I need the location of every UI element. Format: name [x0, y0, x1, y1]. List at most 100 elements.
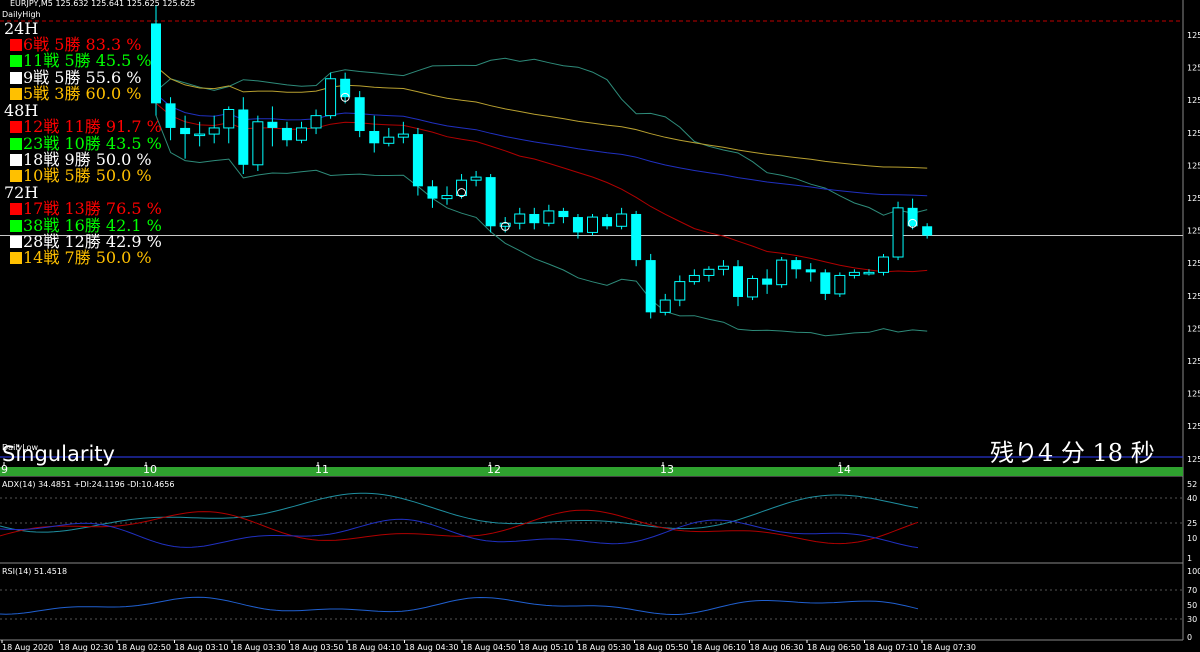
stats-row-swatch: [10, 203, 22, 216]
rsi-axis-tick: 50: [1187, 601, 1197, 610]
time-axis-label: 18 Aug 06:50: [807, 643, 861, 652]
time-axis-label: 18 Aug 2020: [2, 643, 53, 652]
candle-body: [310, 115, 322, 129]
candle-body: [907, 207, 918, 227]
candle-body: [892, 207, 904, 258]
stats-row-label: 11戦 5勝 45.5 %: [23, 51, 152, 71]
stats-row: 12戦 11勝 91.7 %: [10, 119, 162, 135]
candle-body: [631, 213, 642, 261]
time-axis-label: 18 Aug 07:30: [922, 643, 976, 652]
stats-row-swatch: [10, 170, 22, 183]
stats-header: 24H: [4, 19, 39, 38]
candle-body: [281, 127, 292, 141]
stats-row: 23戦 10勝 43.5 %: [10, 135, 162, 152]
stats-header: 48H: [4, 101, 39, 121]
candle-body: [354, 97, 365, 132]
candle-body: [717, 265, 729, 270]
candle-body: [674, 281, 686, 301]
candle-body: [922, 226, 933, 236]
time-axis-label: 18 Aug 05:10: [520, 643, 574, 652]
time-axis-label: 18 Aug 05:50: [635, 643, 689, 652]
stats-row: 18戦 9勝 50.0 %: [10, 149, 152, 169]
adx-line: [0, 492, 919, 533]
stats-header: 72H: [4, 183, 39, 203]
candle-body: [820, 272, 831, 294]
stats-row-swatch: [10, 252, 22, 265]
bollinger-lower: [155, 115, 928, 337]
stats-row-label: 12戦 11勝 91.7 %: [23, 117, 162, 137]
day-marker-label: 9: [1, 463, 8, 476]
stats-row: 9戦 5勝 55.6 %: [10, 67, 142, 87]
signal-marker: [500, 221, 510, 231]
candle-body: [703, 268, 715, 276]
green-band: [0, 467, 1183, 476]
stats-row: 17戦 13勝 76.5 %: [10, 201, 162, 217]
candle-body: [834, 274, 846, 295]
stats-row-label: 18戦 9勝 50.0 %: [23, 149, 152, 169]
candle-body: [485, 177, 496, 227]
stats-row-label: 9戦 5勝 55.6 %: [23, 67, 142, 87]
stats-row-label: 5戦 3勝 60.0 %: [23, 83, 142, 103]
time-axis-label: 18 Aug 05:30: [577, 643, 631, 652]
time-axis-label: 18 Aug 02:50: [117, 643, 171, 652]
adx-axis-tick: 52: [1187, 480, 1197, 489]
candle-body: [427, 186, 438, 199]
stats-row: 28戦 12勝 42.9 %: [10, 234, 162, 250]
stats-row: 14戦 7勝 50.0 %: [10, 250, 152, 266]
brand-name: Singularity: [2, 442, 115, 466]
price-axis-tick: 125: [1187, 96, 1200, 105]
stats-row-swatch: [10, 236, 22, 248]
stats-row: 10戦 5勝 50.0 %: [10, 168, 152, 184]
day-marker-label: 10: [143, 463, 157, 476]
price-axis-tick: 125: [1187, 194, 1200, 203]
candle-body: [529, 213, 540, 224]
candle-body: [369, 131, 380, 144]
price-axis-tick: 125: [1187, 31, 1200, 40]
header-symbol-line: EURJPY,M5 125.632 125.641 125.625 125.62…: [10, 0, 196, 8]
day-marker-label: 14: [837, 463, 851, 476]
candle-body: [383, 136, 395, 144]
rsi-axis-tick: 70: [1187, 586, 1197, 595]
candle-body: [296, 127, 307, 141]
candle-body: [252, 121, 264, 166]
candle-body: [470, 176, 482, 181]
candle-body: [733, 266, 743, 297]
adx-axis-tick: 25: [1187, 519, 1197, 528]
candle-body: [747, 278, 759, 298]
candle-body: [791, 260, 802, 270]
price-axis-tick: 125: [1187, 324, 1200, 333]
price-axis-tick: 125: [1187, 357, 1200, 366]
stats-row-swatch: [10, 55, 22, 68]
rsi-label: RSI(14) 51.4518: [2, 567, 67, 576]
candle-body: [441, 195, 453, 200]
price-axis-tick: 125: [1187, 292, 1200, 301]
candle-body: [165, 103, 176, 128]
candle-body: [180, 127, 191, 135]
price-axis-tick: 125: [1187, 390, 1200, 399]
signal-marker: [908, 218, 918, 228]
price-axis-tick: 125: [1187, 129, 1200, 138]
stats-row-label: 14戦 7勝 50.0 %: [23, 248, 152, 268]
candle-body: [514, 213, 526, 224]
stats-row: 6戦 5勝 83.3 %: [10, 37, 141, 53]
price-axis-tick: 125: [1187, 64, 1200, 73]
candle-body: [645, 260, 656, 313]
time-axis-label: 18 Aug 04:30: [405, 643, 459, 652]
candle-body: [151, 23, 161, 104]
candle-body: [397, 133, 409, 138]
price-axis-tick: 125: [1187, 422, 1200, 431]
candle-body: [340, 78, 351, 98]
candle-body: [587, 216, 598, 233]
candle-body: [616, 213, 628, 227]
time-axis-label: 18 Aug 06:10: [692, 643, 746, 652]
rsi-axis-tick: 30: [1187, 615, 1197, 624]
stats-row-label: 6戦 5勝 83.3 %: [23, 35, 142, 54]
candle-body: [602, 217, 613, 227]
candle-body: [456, 179, 468, 197]
candle-body: [267, 121, 278, 128]
price-axis-tick: 125: [1187, 259, 1200, 268]
stats-row-swatch: [10, 87, 22, 100]
candle-body: [194, 133, 206, 137]
